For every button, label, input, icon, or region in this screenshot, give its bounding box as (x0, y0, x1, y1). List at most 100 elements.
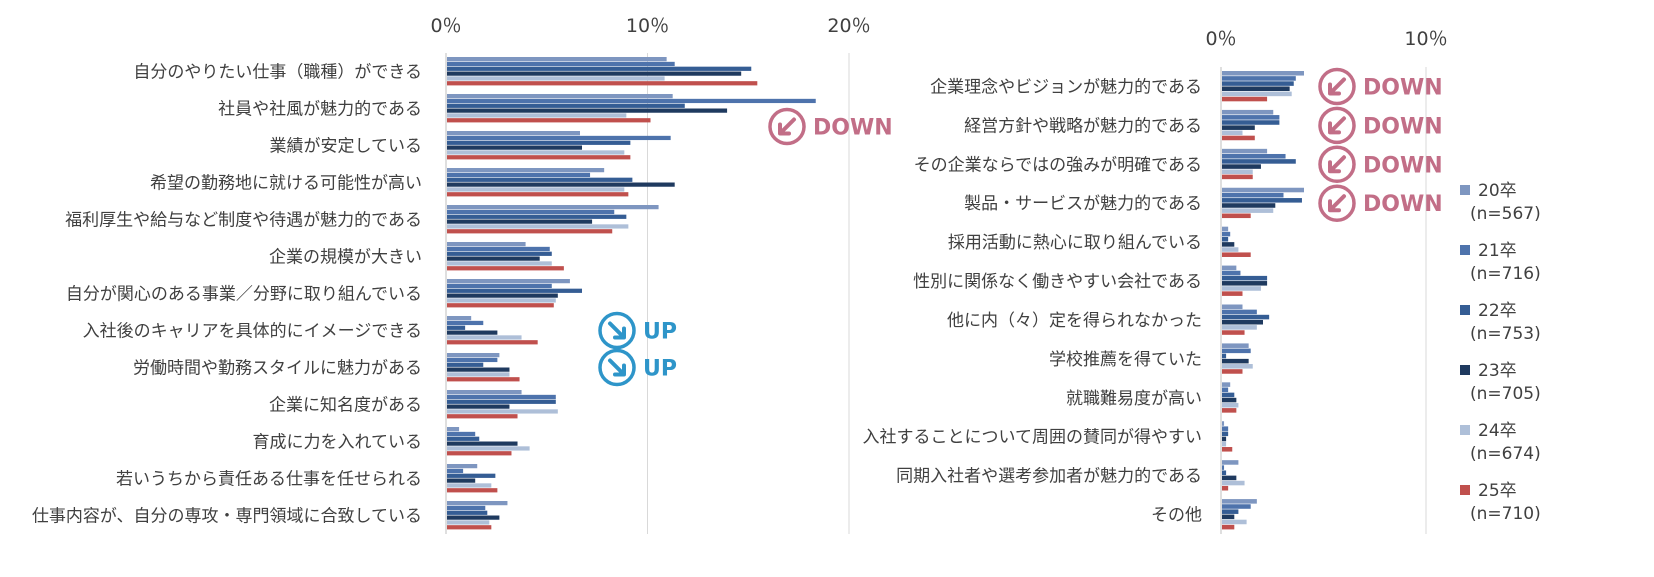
bar-6 (447, 81, 758, 86)
category-label: 自分のやりたい仕事（職種）ができる (133, 63, 422, 83)
bar-5 (447, 261, 552, 266)
bar-2 (447, 209, 615, 215)
bar-5 (447, 298, 556, 303)
bar-4 (1222, 203, 1276, 208)
legend-swatch (1460, 245, 1470, 255)
category-label: 入社することについて周囲の賛同が得やすい (863, 428, 1203, 448)
bar-6 (447, 414, 518, 419)
bar-6 (447, 525, 492, 530)
badge-label: UP (643, 320, 677, 345)
bar-5 (1222, 91, 1292, 97)
bar-3 (1222, 236, 1229, 242)
category-label: 学校推薦を得ていた (1049, 350, 1202, 370)
bar-4 (447, 293, 558, 298)
bar-6 (447, 340, 538, 345)
bar-1 (1222, 304, 1243, 310)
bar-3 (1222, 509, 1239, 514)
chart-panel-1: 0％ 10％ 20％ 自分のやりたい仕事（職種）ができる社員や社風が魅力的である業績が… (32, 15, 893, 534)
bar-4 (447, 515, 500, 520)
bar-2 (1222, 270, 1241, 276)
arrow-glyph (1328, 77, 1346, 96)
bar-6 (447, 229, 613, 234)
bar-1 (447, 390, 522, 395)
bar-3 (1222, 314, 1270, 320)
bar-2 (1222, 153, 1286, 159)
category-label: 労働時間や勤務スタイルに魅力がある (133, 359, 422, 379)
bar-6 (1222, 96, 1268, 102)
bar-4 (447, 71, 742, 76)
bar-2 (447, 135, 671, 141)
down-badge: DOWN (1318, 106, 1443, 145)
up-arrow-icon (598, 311, 636, 350)
legend-item: 20卒 (n=567) (1460, 181, 1541, 224)
bar-4 (447, 219, 593, 224)
category-label: 入社後のキャリアを具体的にイメージできる (83, 322, 422, 342)
bar-3 (447, 288, 583, 293)
down-arrow-icon (1318, 184, 1356, 222)
legend-item: 21卒 (n=716) (1460, 241, 1541, 284)
category-label: 性別に関係なく働きやすい会社である (913, 272, 1202, 292)
arrow-glyph (608, 321, 626, 340)
bar-6 (1222, 291, 1243, 296)
bar-5 (447, 76, 665, 81)
bar-3 (447, 510, 488, 515)
bar-5 (447, 446, 530, 451)
bar-2 (1222, 426, 1229, 431)
up-badge: UP (598, 348, 677, 387)
bar-4 (447, 330, 498, 335)
bar-1 (1222, 187, 1304, 193)
down-badge: DOWN (768, 107, 893, 146)
bar-5 (447, 520, 490, 525)
bar-2 (447, 357, 498, 363)
bar-5 (447, 113, 627, 118)
bar-2 (1222, 231, 1231, 237)
bar-1 (447, 94, 673, 99)
bar-4 (1222, 514, 1235, 520)
bar-5 (1222, 480, 1245, 486)
bar-2 (1222, 309, 1257, 315)
bar-3 (1222, 470, 1227, 476)
badge-label: DOWN (1363, 75, 1443, 100)
legend-sublabel: (n=710) (1470, 504, 1541, 524)
chart-panel-2: 0％ 10％ 企業理念やビジョンが魅力的である経営方針や戦略が魅力的であるその企業な… (863, 28, 1448, 534)
bar-6 (447, 451, 512, 456)
bar-4 (447, 367, 510, 372)
bar-2 (447, 468, 464, 474)
bar-5 (1222, 286, 1261, 291)
x-tick-label: 20％ (827, 15, 870, 37)
category-label: 希望の勤務地に就ける可能性が高い (150, 174, 422, 194)
arrow-glyph (778, 117, 796, 136)
legend-label: 20卒 (1478, 181, 1517, 201)
x-tick-label: 10％ (626, 15, 669, 37)
bar-1 (1222, 421, 1225, 426)
bar-2 (447, 283, 552, 289)
category-label: 若いうちから責任ある仕事を任せられる (116, 470, 422, 490)
category-label: 自分が関心のある事業／分野に取り組んでいる (66, 285, 422, 305)
badge-label: DOWN (1363, 192, 1443, 217)
bar-3 (1222, 120, 1280, 125)
legend-sublabel: (n=753) (1470, 324, 1541, 344)
bar-3 (1222, 159, 1296, 164)
bar-3 (447, 251, 552, 256)
bar-5 (1222, 519, 1247, 525)
bar-4 (447, 404, 510, 409)
bar-4 (1222, 397, 1237, 403)
legend-sublabel: (n=716) (1470, 264, 1541, 284)
bar-6 (1222, 408, 1237, 413)
bar-1 (1222, 71, 1304, 76)
legend-label: 25卒 (1478, 481, 1517, 501)
bar-6 (1222, 213, 1251, 219)
bar-5 (1222, 364, 1253, 369)
bar-2 (447, 98, 816, 104)
down-arrow-icon (1318, 67, 1356, 106)
legend-sublabel: (n=567) (1470, 204, 1541, 224)
up-arrow-icon (598, 348, 636, 387)
bar-5 (1222, 325, 1257, 330)
bar-6 (1222, 135, 1255, 141)
legend-item: 22卒 (n=753) (1460, 301, 1541, 344)
category-label: 採用活動に熱心に取り組んでいる (948, 233, 1202, 253)
category-label: 他に内（々）定を得られなかった (947, 311, 1202, 331)
category-label: 製品・サービスが魅力的である (964, 194, 1202, 214)
bar-2 (447, 320, 484, 326)
bar-6 (1222, 174, 1253, 180)
